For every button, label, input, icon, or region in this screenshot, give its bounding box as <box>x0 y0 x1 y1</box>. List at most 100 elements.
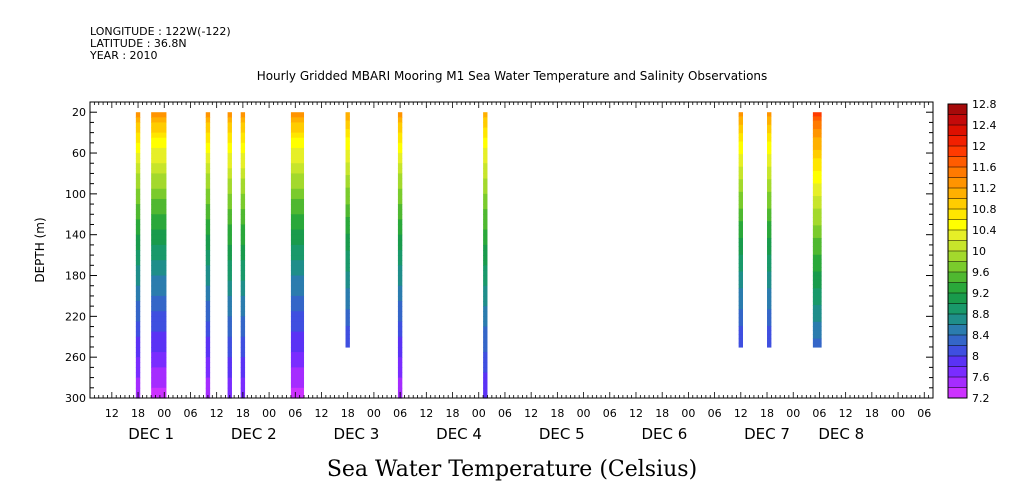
temperature-cell <box>240 224 246 231</box>
temperature-cell <box>151 112 167 118</box>
temperature-cell <box>812 338 822 344</box>
temperature-cell <box>290 250 305 256</box>
temperature-cell <box>767 128 772 134</box>
temperature-cell <box>151 362 167 368</box>
colorbar-label: 11.6 <box>972 161 997 174</box>
temperature-cell <box>397 158 403 164</box>
temperature-cell <box>290 382 305 389</box>
temperature-cell <box>812 313 822 319</box>
x-tick-label: 06 <box>498 407 512 420</box>
temperature-cell <box>483 270 488 277</box>
temperature-cell <box>290 392 305 399</box>
temperature-cell <box>767 221 772 226</box>
temperature-cell <box>345 141 350 147</box>
temperature-cell <box>240 163 246 169</box>
temperature-cell <box>135 316 141 323</box>
temperature-cell <box>767 263 772 268</box>
temperature-cell <box>205 234 211 241</box>
temperature-cell <box>240 255 246 261</box>
temperature-cell <box>135 321 141 328</box>
temperature-cell <box>135 198 141 205</box>
temperature-cell <box>738 112 743 117</box>
x-day-label: DEC 8 <box>818 425 864 443</box>
temperature-cell <box>483 122 488 129</box>
temperature-cell <box>812 237 822 243</box>
temperature-cell <box>151 239 167 246</box>
temperature-cell <box>397 250 403 256</box>
temperature-cell <box>345 313 350 319</box>
temperature-cell <box>135 301 141 307</box>
temperature-cell <box>345 179 350 185</box>
colorbar-label: 8.8 <box>972 308 990 321</box>
temperature-cell <box>345 300 350 306</box>
temperature-cell <box>812 166 822 172</box>
temperature-cell <box>135 280 141 287</box>
temperature-cell <box>812 170 822 176</box>
temperature-cell <box>738 141 743 147</box>
temperature-cell <box>227 306 232 312</box>
colorbar-label: 12.4 <box>972 119 997 132</box>
temperature-cell <box>812 212 822 218</box>
temperature-cell <box>345 279 350 285</box>
temperature-cell <box>290 367 305 374</box>
temperature-cell <box>227 117 232 124</box>
temperature-cell <box>483 341 488 348</box>
temperature-cell <box>738 284 743 289</box>
x-tick-label: 00 <box>157 407 171 420</box>
temperature-cell <box>205 122 211 129</box>
temperature-cell <box>397 183 403 190</box>
colorbar-swatch <box>948 209 967 220</box>
temperature-cell <box>767 254 772 260</box>
x-day-label: DEC 4 <box>436 425 482 443</box>
temperature-cell <box>483 367 488 374</box>
temperature-cell <box>151 275 167 282</box>
temperature-cell <box>290 204 305 210</box>
temperature-cell <box>151 326 167 333</box>
temperature-cell <box>205 311 211 317</box>
colorbar-swatch <box>948 104 967 115</box>
temperature-cell <box>345 263 350 268</box>
temperature-cell <box>290 357 305 363</box>
temperature-cell <box>205 352 211 358</box>
temperature-cell <box>767 309 772 315</box>
temperature-cell <box>135 229 141 236</box>
temperature-cell <box>483 163 488 169</box>
temperature-cell <box>151 367 167 374</box>
temperature-cell <box>240 229 246 236</box>
temperature-cell <box>151 163 167 169</box>
temperature-cell <box>135 178 141 185</box>
temperature-cell <box>397 301 403 307</box>
colorbar-swatch <box>948 335 967 346</box>
temperature-cell <box>240 153 246 159</box>
temperature-cell <box>483 214 488 220</box>
colorbar-swatch <box>948 345 967 357</box>
x-tick-label: 18 <box>236 407 250 420</box>
temperature-cell <box>812 145 822 151</box>
temperature-cell <box>397 173 403 180</box>
y-tick-label: 180 <box>65 270 86 283</box>
temperature-cell <box>135 295 141 302</box>
temperature-cell <box>397 280 403 287</box>
temperature-cell <box>812 158 822 164</box>
temperature-cell <box>397 290 403 297</box>
temperature-cell <box>135 132 141 139</box>
temperature-cell <box>812 342 822 348</box>
y-tick-label: 140 <box>65 229 86 242</box>
temperature-cell <box>205 219 211 226</box>
temperature-cell <box>205 260 211 266</box>
temperature-cell <box>227 244 232 251</box>
temperature-cell <box>205 229 211 236</box>
temperature-cell <box>812 128 822 134</box>
temperature-cell <box>738 275 743 281</box>
temperature-cell <box>151 382 167 389</box>
colorbar-swatch <box>948 251 967 262</box>
temperature-cell <box>151 255 167 261</box>
temperature-cell <box>240 209 246 215</box>
temperature-cell <box>483 331 488 338</box>
temperature-cell <box>345 208 350 214</box>
temperature-cell <box>738 204 743 210</box>
temperature-cell <box>151 285 167 292</box>
temperature-cell <box>205 163 211 169</box>
colorbar-label: 10 <box>972 245 986 258</box>
temperature-cell <box>483 321 488 328</box>
